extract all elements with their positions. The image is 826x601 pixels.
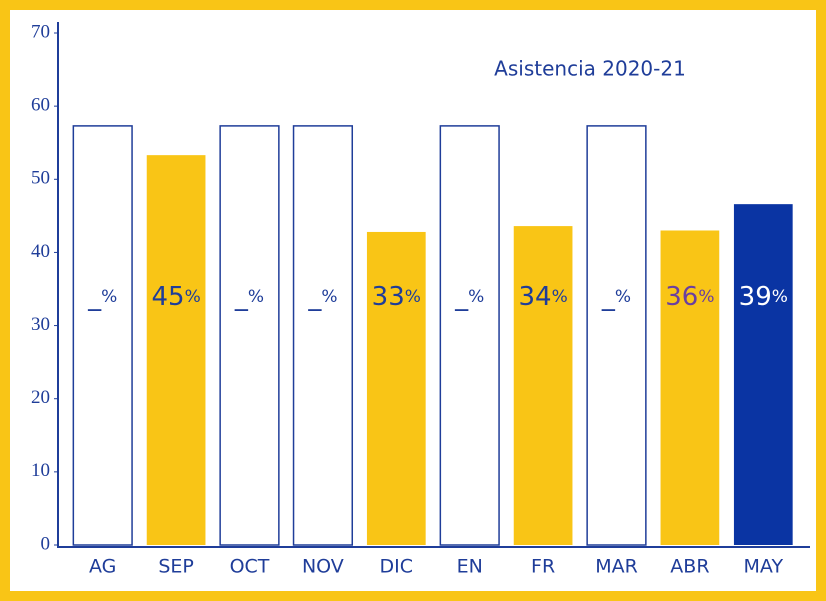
bar xyxy=(513,226,573,545)
y-tick-label: 40 xyxy=(31,241,50,262)
bar-label: 39% xyxy=(739,282,788,312)
bar-label: _% xyxy=(454,282,484,312)
x-tick-label: AG xyxy=(89,556,116,578)
y-tick-label: 20 xyxy=(31,387,50,408)
bar xyxy=(292,125,354,546)
bar xyxy=(660,230,720,545)
bar-label: _% xyxy=(601,282,631,312)
y-tick-label: 10 xyxy=(31,460,50,481)
y-tick-label: 60 xyxy=(31,95,50,116)
x-tick-label: DIC xyxy=(380,556,414,578)
bar-label: 33% xyxy=(372,282,421,312)
x-tick-label: ABR xyxy=(670,556,709,578)
chart-title: Asistencia 2020-21 xyxy=(494,57,686,81)
x-tick-label: NOV xyxy=(302,556,344,578)
bar xyxy=(146,155,206,546)
x-tick-label: MAR xyxy=(595,556,638,578)
y-tick-label: 0 xyxy=(41,533,51,554)
y-tick-label: 70 xyxy=(31,21,50,42)
bar xyxy=(733,204,793,545)
x-tick-label: MAY xyxy=(744,556,784,578)
bar xyxy=(586,125,647,546)
bar-label: _% xyxy=(234,282,264,312)
y-tick-label: 30 xyxy=(31,314,50,335)
x-tick-label: FR xyxy=(531,556,555,578)
bar-label: 36% xyxy=(665,282,714,312)
bar xyxy=(439,125,500,546)
bar-label: _% xyxy=(307,282,337,312)
y-tick-label: 50 xyxy=(31,168,50,189)
bar xyxy=(219,125,280,546)
bar xyxy=(366,231,426,545)
bar-label: _% xyxy=(87,282,117,312)
x-tick-label: OCT xyxy=(230,556,270,578)
bar-label: 34% xyxy=(518,282,567,312)
bar xyxy=(72,125,133,546)
bar-label: 45% xyxy=(151,282,200,312)
x-tick-label: SEP xyxy=(158,556,194,578)
x-tick-label: EN xyxy=(457,556,483,578)
